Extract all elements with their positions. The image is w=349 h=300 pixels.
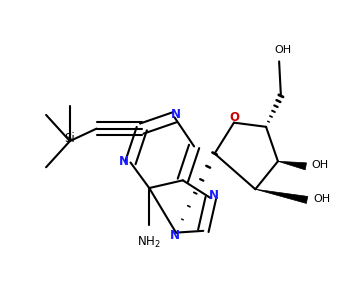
- Text: NH$_2$: NH$_2$: [137, 234, 161, 250]
- Text: OH: OH: [313, 194, 330, 204]
- Polygon shape: [255, 189, 308, 203]
- Text: Si: Si: [65, 132, 75, 145]
- Text: N: N: [119, 155, 129, 168]
- Text: OH: OH: [312, 160, 329, 170]
- Text: O: O: [229, 111, 239, 124]
- Text: N: N: [170, 108, 180, 121]
- Polygon shape: [278, 161, 306, 170]
- Text: OH: OH: [274, 45, 291, 55]
- Text: N: N: [209, 189, 219, 202]
- Text: N: N: [170, 229, 179, 242]
